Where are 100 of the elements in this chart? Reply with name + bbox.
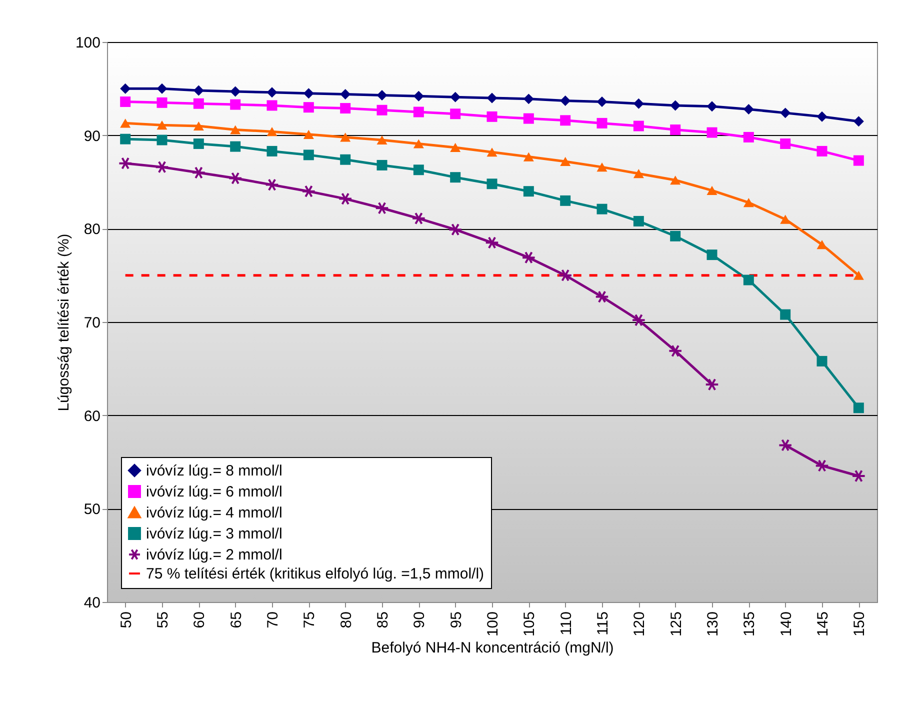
x-tick-label: 125 (668, 612, 685, 637)
point (780, 108, 791, 118)
point (338, 192, 352, 206)
legend-label: ivóvíz lúg.= 8 mmol/l (146, 462, 282, 480)
y-tick-label: 50 (84, 501, 100, 518)
point (522, 251, 536, 264)
point (448, 223, 462, 236)
x-tick-label: 100 (484, 612, 502, 637)
point (670, 100, 681, 111)
point (486, 92, 498, 104)
point (154, 160, 170, 174)
x-tick-label: 135 (741, 612, 758, 637)
x-tick-label: 50 (118, 612, 135, 628)
point (523, 186, 534, 197)
point (706, 127, 718, 138)
point (266, 146, 278, 156)
legend-label: ivóvíz lúg.= 6 mmol/l (146, 484, 282, 500)
point (560, 156, 571, 166)
point (192, 166, 206, 179)
point (193, 98, 204, 109)
x-tick-label: 120 (631, 612, 648, 637)
point (374, 202, 390, 214)
point (266, 127, 278, 136)
point (523, 152, 534, 162)
point (303, 88, 314, 99)
point (633, 98, 644, 109)
point (558, 269, 572, 282)
y-tick-label: 60 (84, 408, 100, 425)
point (486, 111, 498, 122)
point (450, 92, 461, 102)
point (780, 138, 791, 149)
x-tick-label: 70 (264, 612, 282, 628)
point (632, 314, 646, 326)
x-tick-label: 130 (704, 612, 722, 637)
point (853, 402, 864, 414)
point (816, 146, 828, 156)
point (486, 178, 498, 190)
point (302, 185, 316, 198)
point (156, 120, 168, 130)
point (484, 236, 500, 249)
x-tick-label: 105 (521, 612, 538, 637)
x-tick-label: 75 (301, 612, 318, 628)
point (853, 155, 864, 166)
x-tick-label: 80 (338, 612, 355, 628)
point (706, 186, 718, 195)
x-tick-label: 95 (448, 612, 465, 628)
point (376, 135, 388, 145)
point (560, 96, 571, 106)
x-axis-title: Befolyó NH4-N koncentráció (mgN/l) (371, 640, 614, 657)
point (670, 176, 681, 185)
point (193, 85, 204, 96)
x-tick-label: 60 (191, 612, 208, 628)
x-tick-label: 110 (558, 612, 575, 636)
point (668, 344, 682, 358)
x-tick-label: 140 (778, 612, 795, 637)
point (120, 83, 131, 94)
point (594, 290, 610, 304)
point (230, 99, 241, 110)
point (230, 125, 241, 134)
point (228, 172, 242, 185)
point (118, 157, 132, 170)
y-tick-label: 80 (84, 221, 100, 238)
x-tick-label: 55 (154, 612, 172, 628)
point (560, 115, 571, 126)
point (266, 100, 278, 111)
point (266, 87, 278, 98)
x-tick-label: 85 (374, 612, 392, 628)
x-tick-label: 90 (411, 612, 428, 628)
point (340, 132, 351, 142)
point (193, 121, 204, 131)
point (230, 141, 241, 152)
point (412, 212, 426, 225)
point (633, 169, 644, 178)
point (303, 130, 314, 139)
point (633, 216, 644, 226)
point (156, 97, 168, 108)
y-axis-title: Lúgosság telítési érték (%) (55, 234, 72, 412)
x-tick-label: 150 (851, 612, 868, 637)
point (376, 160, 388, 170)
point (120, 134, 131, 144)
point (706, 101, 718, 112)
point (193, 138, 204, 149)
point (743, 198, 754, 208)
y-tick-label: 100 (75, 34, 100, 52)
point (486, 148, 498, 157)
point (814, 459, 830, 472)
point (120, 118, 131, 128)
point (853, 270, 864, 280)
x-tick-label: 145 (814, 612, 832, 637)
point (706, 250, 718, 260)
y-tick-label: 40 (84, 594, 100, 612)
point (523, 113, 534, 124)
point (303, 150, 314, 160)
point (340, 89, 351, 100)
point (778, 438, 792, 452)
point (413, 90, 424, 102)
point (413, 139, 424, 148)
point (596, 96, 608, 107)
point (596, 162, 608, 172)
point (853, 116, 864, 127)
